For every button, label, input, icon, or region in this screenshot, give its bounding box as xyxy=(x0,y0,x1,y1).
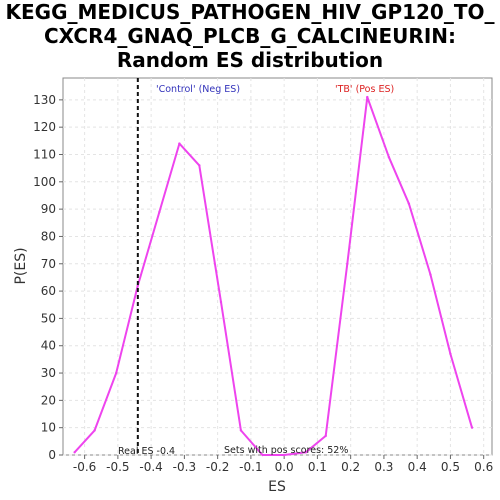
y-tick-label: 40 xyxy=(41,339,56,353)
pos-es-label: 'TB' (Pos ES) xyxy=(335,84,394,95)
y-axis: 0 10 20 30 40 50 60 70 80 90 100 110 120 130 xyxy=(33,93,63,462)
y-tick-label: 0 xyxy=(48,448,56,462)
data-point xyxy=(304,451,307,454)
chart-title-line-3: Random ES distribution xyxy=(116,48,384,72)
x-tick-label: 0.2 xyxy=(341,460,360,474)
chart-title: KEGG_MEDICUS_PATHOGEN_HIV_GP120_TO_ CXCR… xyxy=(0,0,500,72)
pos-scores-label: Sets with pos scores: 52% xyxy=(224,445,348,456)
chart-title-line-2: CXCR4_GNAQ_PLCB_G_CALCINEURIN: xyxy=(44,24,456,48)
x-tick-label: -0.5 xyxy=(106,460,129,474)
x-tick-label: -0.3 xyxy=(173,460,196,474)
real-es-label: Real ES -0.4 xyxy=(118,446,175,457)
data-point xyxy=(346,262,349,265)
y-tick-label: 70 xyxy=(41,257,56,271)
x-tick-label: 0.3 xyxy=(374,460,393,474)
x-tick-label: -0.4 xyxy=(139,460,162,474)
data-point xyxy=(198,164,201,167)
data-point xyxy=(470,426,474,429)
chart-title-line-1: KEGG_MEDICUS_PATHOGEN_HIV_GP120_TO_ xyxy=(5,0,495,24)
x-tick-label: 0.1 xyxy=(308,460,327,474)
y-tick-label: 130 xyxy=(33,93,56,107)
y-tick-label: 90 xyxy=(41,202,56,216)
y-tick-label: 60 xyxy=(41,284,56,298)
y-tick-label: 50 xyxy=(41,311,56,325)
x-axis: -0.6 -0.5 -0.4 -0.3 -0.2 -0.1 0.0 0.1 0.2 0.3 0.4 0… xyxy=(73,455,493,474)
y-tick-label: 10 xyxy=(41,421,56,435)
data-point xyxy=(261,453,264,457)
data-point xyxy=(324,434,327,438)
x-tick-label: -0.1 xyxy=(239,460,262,474)
data-point xyxy=(282,453,286,457)
y-axis-label: P(ES) xyxy=(13,247,29,284)
x-axis-label: ES xyxy=(268,479,286,495)
data-point xyxy=(219,300,223,304)
plot-area xyxy=(62,77,493,456)
y-tick-label: 110 xyxy=(33,147,56,161)
grid xyxy=(63,78,492,456)
data-point xyxy=(429,273,432,276)
data-point xyxy=(407,202,411,205)
data-point xyxy=(178,142,181,145)
data-point xyxy=(93,429,96,432)
neg-es-label: 'Control' (Neg ES) xyxy=(156,84,240,95)
y-tick-label: 80 xyxy=(41,229,56,243)
x-tick-label: -0.2 xyxy=(206,460,229,474)
data-point xyxy=(239,429,243,432)
data-point xyxy=(73,451,76,454)
y-tick-label: 120 xyxy=(33,120,56,134)
x-tick-label: 0.5 xyxy=(441,460,460,474)
data-point xyxy=(136,284,140,287)
x-tick-label: 0.0 xyxy=(275,460,294,474)
data-point xyxy=(387,156,391,159)
data-point xyxy=(115,371,118,375)
data-point xyxy=(449,352,452,356)
y-tick-label: 100 xyxy=(33,175,56,189)
data-point xyxy=(158,210,161,214)
y-tick-label: 20 xyxy=(41,393,56,407)
series-line xyxy=(73,96,473,456)
y-tick-label: 30 xyxy=(41,366,56,380)
annotations: 'Control' (Neg ES) 'TB' (Pos ES) Real ES -… xyxy=(118,78,394,457)
x-tick-label: 0.6 xyxy=(474,460,493,474)
data-point xyxy=(366,95,369,99)
series-layer xyxy=(73,95,474,457)
x-tick-label: 0.4 xyxy=(408,460,427,474)
x-tick-label: -0.6 xyxy=(73,460,96,474)
